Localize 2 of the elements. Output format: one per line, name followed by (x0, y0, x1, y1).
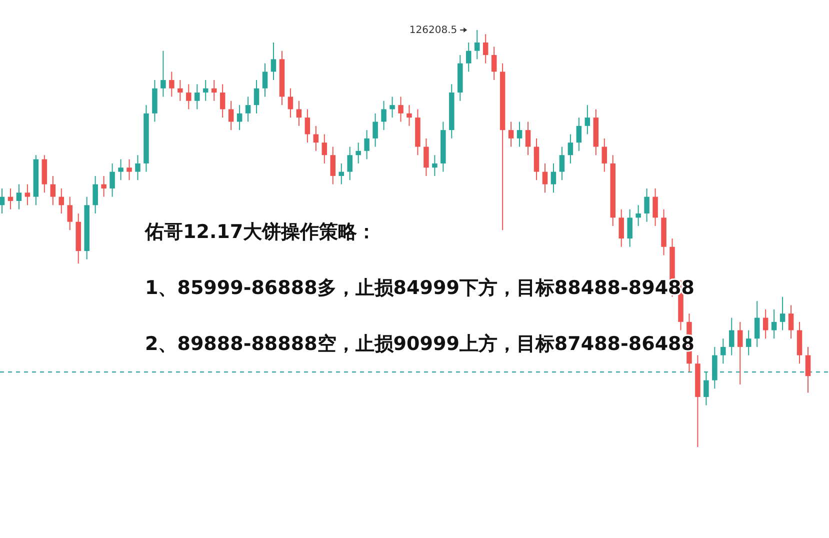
annotation: 126208.5 (409, 25, 458, 36)
text: 佑哥12.17大饼操作策略： (144, 221, 376, 243)
